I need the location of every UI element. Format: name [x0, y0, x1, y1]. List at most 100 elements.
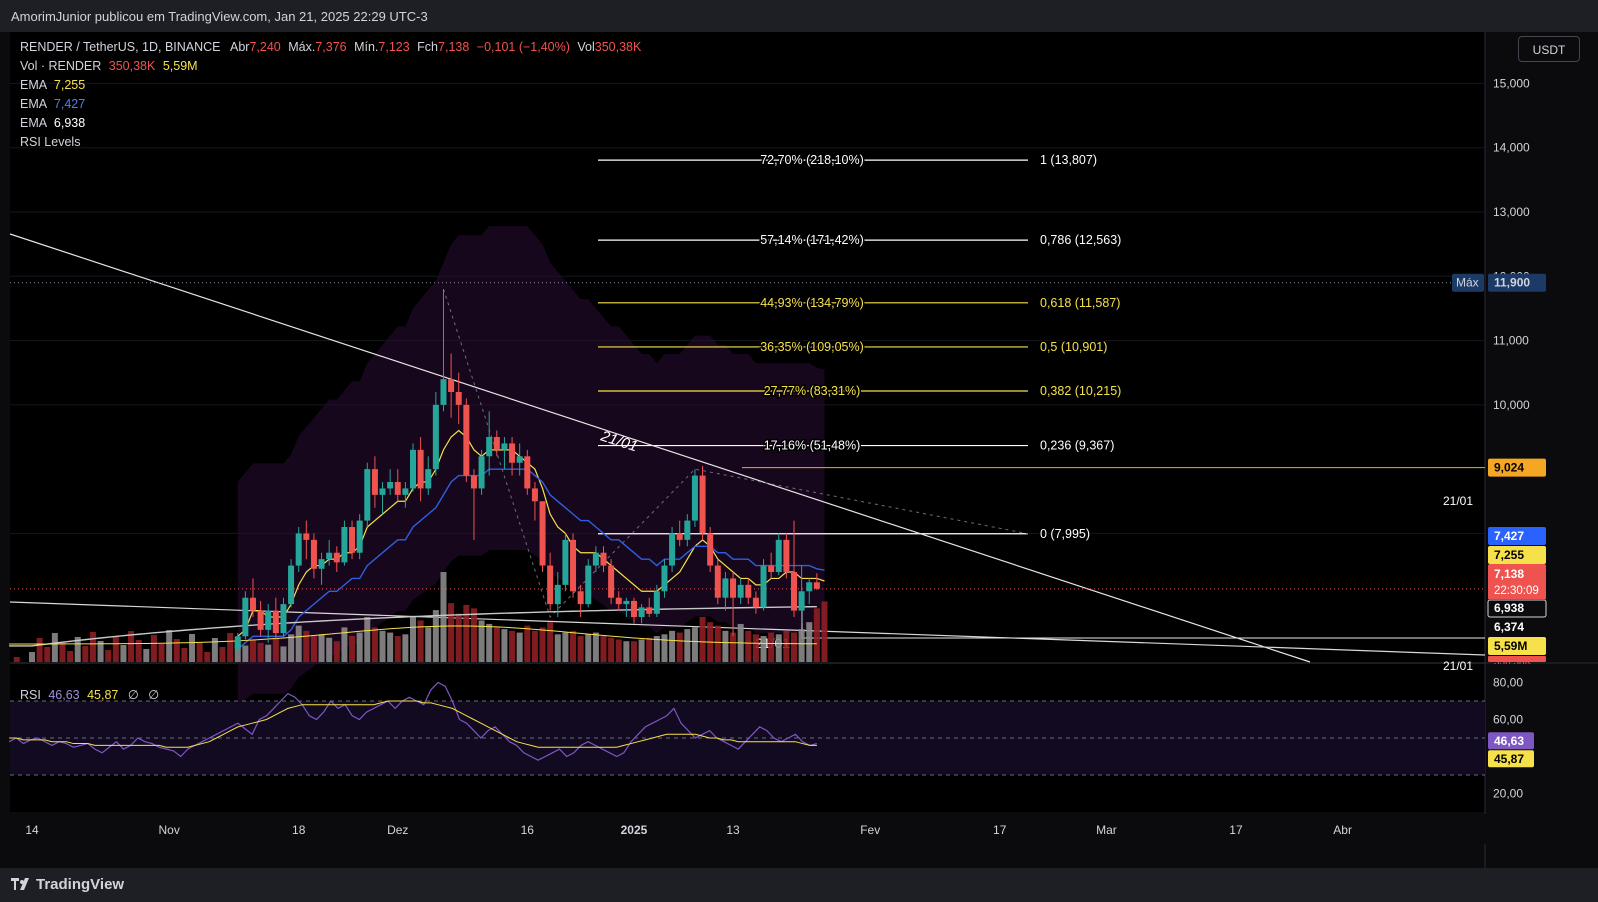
publish-info-text: AmorimJunior publicou em TradingView.com… [11, 9, 428, 24]
ema-slow-line [9, 605, 817, 647]
volume-bar [768, 632, 775, 662]
candle-body [310, 539, 317, 569]
legend-volume-label: Vol [577, 40, 595, 54]
candle-body [448, 379, 455, 392]
chart-canvas[interactable]: 72,70% (218,10%) 1 (13,807) 57,14% (171,42… [0, 32, 1598, 900]
volume-bar [798, 629, 805, 662]
candle-body [752, 597, 759, 608]
time-tick-label: 2025 [621, 823, 648, 837]
fibonacci-retracement: 72,70% (218,10%) 1 (13,807) 57,14% (171,42… [598, 152, 1123, 542]
last-price-box [1488, 564, 1546, 600]
candle-body [630, 600, 637, 617]
candle-body [501, 443, 508, 450]
volume-bar [562, 632, 569, 662]
volume-bar [410, 617, 416, 662]
volume-bar [371, 627, 378, 662]
volume-bar [470, 608, 477, 662]
volume-ma-price-label-box [1488, 637, 1546, 655]
volume-bar [379, 630, 386, 662]
volume-bar [585, 634, 592, 662]
legend-ema-mid-value: 7,427 [53, 97, 86, 111]
fib-ratio-label: 1 (13,807) [1040, 153, 1097, 167]
volume-bar [89, 632, 96, 662]
fib-ratio-label: 0,382 (10,215) [1040, 384, 1121, 398]
volume-bar [775, 634, 782, 662]
volume-bar [29, 652, 35, 662]
volume-bar [318, 634, 325, 662]
volume-bar [752, 634, 759, 662]
volume-bar [455, 613, 462, 662]
annotation-right-bottom: 21/01 [1443, 659, 1473, 673]
volume-bar [97, 641, 104, 662]
volume-bar [554, 634, 561, 662]
candle-body [714, 565, 721, 598]
candle-body [303, 533, 310, 540]
candle-body [379, 488, 386, 495]
volume-bar [303, 630, 310, 662]
candle-body [646, 607, 653, 614]
max-value-label-box [1488, 273, 1546, 292]
candle-body [524, 456, 531, 489]
volume-bar [249, 639, 256, 662]
volume-bar [524, 625, 531, 662]
fib-percent-label: 44,93% (134,79%) [760, 296, 864, 310]
candle-body [699, 475, 706, 534]
candle-body [341, 527, 348, 563]
legend-volume-row[interactable]: Vol · RENDER 350,38K 5,59M [20, 57, 641, 76]
volume-bar [448, 603, 455, 662]
candle-body [806, 582, 813, 592]
volume-bar [82, 646, 89, 662]
footer-brand[interactable]: TradingView [36, 876, 125, 893]
volume-bar [349, 636, 356, 662]
fib-percent-label: 57,14% (171,42%) [760, 233, 864, 247]
volume-bar [13, 657, 20, 662]
candle-body [242, 597, 249, 637]
volume-bar [501, 629, 508, 662]
legend-symbol[interactable]: RENDER / TetherUS, 1D, BINANCE [20, 40, 221, 54]
volume-bar [760, 636, 767, 662]
legend-ema-slow-row[interactable]: EMA 6,938 [20, 114, 641, 133]
volume-bar [242, 645, 249, 662]
volume-bar [440, 572, 447, 662]
legend-low-label: Mín. [354, 40, 379, 54]
volume-bar [516, 632, 523, 662]
candle-body [349, 527, 356, 553]
candle-body [516, 456, 523, 463]
volume-bar [387, 632, 394, 662]
rsi-legend[interactable]: RSI 46,63 45,87 ∅ ∅ [20, 687, 159, 702]
time-tick-label: Dez [387, 823, 408, 837]
volume-bar [630, 641, 637, 662]
legend-ema-mid-row[interactable]: EMA 7,427 [20, 95, 641, 114]
last-price-label: 7,138 [1494, 567, 1524, 581]
volume-bar [211, 638, 218, 662]
time-tick-label: 18 [292, 823, 306, 837]
volume-bar [44, 647, 51, 662]
volume-bar [189, 634, 196, 662]
legend-rsi-levels-row[interactable]: RSI Levels [20, 133, 641, 152]
volume-bar [699, 617, 706, 662]
time-tick-label: 13 [726, 823, 740, 837]
legend-ema-fast-row[interactable]: EMA 7,255 [20, 76, 641, 95]
candle-body [295, 533, 302, 566]
rsi-ma-line [9, 700, 817, 748]
currency-button[interactable]: USDT [1518, 36, 1580, 62]
fib-percent-label: 72,70% (218,10%) [760, 153, 864, 167]
volume-ma-price-label: 5,59M [1494, 639, 1527, 653]
volume-bar [714, 625, 721, 662]
candle-body [691, 475, 698, 521]
volume-bar [570, 630, 577, 662]
volume-bar [196, 643, 203, 662]
volume-bar [288, 634, 295, 662]
candle-body [531, 488, 538, 502]
descending-trendline [9, 233, 1311, 663]
candle-body [455, 392, 462, 405]
candle-body [371, 469, 378, 495]
rsi-value: 46,63 [48, 688, 80, 702]
volume-bar [661, 634, 668, 662]
volume-bar [143, 649, 150, 662]
volume-bar [173, 639, 180, 662]
time-tick-label: Abr [1333, 823, 1352, 837]
candle-body [356, 520, 363, 553]
candle-body [333, 552, 340, 563]
candle-body [402, 488, 409, 495]
